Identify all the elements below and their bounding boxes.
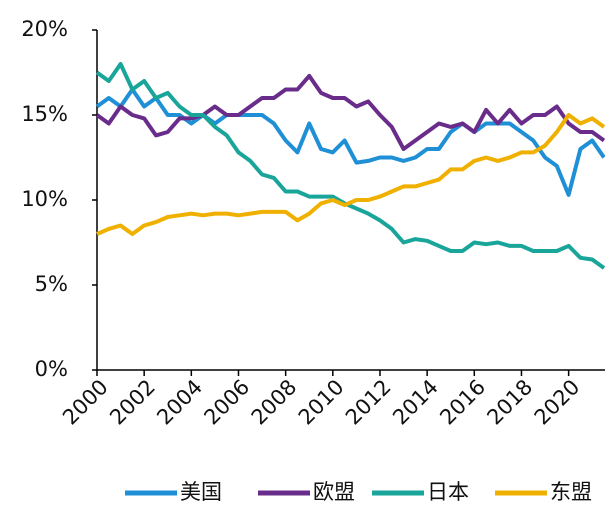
y-tick-label: 20% xyxy=(21,17,68,41)
y-tick-label: 0% xyxy=(35,357,68,381)
series-line xyxy=(96,113,605,236)
series-line xyxy=(95,87,605,197)
x-tick-label: 2010 xyxy=(294,375,349,430)
x-tick-label: 2004 xyxy=(152,375,207,430)
x-tick-label: 2014 xyxy=(388,375,443,430)
x-tick-label: 2016 xyxy=(435,375,490,430)
y-tick-label: 5% xyxy=(35,272,68,296)
legend-label: 美国 xyxy=(180,480,222,504)
x-tick-label: 2012 xyxy=(341,375,396,430)
x-tick-label: 2018 xyxy=(482,375,537,430)
x-tick-label: 2020 xyxy=(530,375,585,430)
x-tick-label: 2002 xyxy=(105,375,160,430)
y-tick-label: 15% xyxy=(21,102,68,126)
x-tick-label: 2006 xyxy=(199,375,254,430)
x-tick-label: 2000 xyxy=(58,375,113,430)
x-tick-label: 2008 xyxy=(247,375,302,430)
legend-label: 日本 xyxy=(427,480,469,504)
legend-label: 东盟 xyxy=(550,480,592,504)
legend-label: 欧盟 xyxy=(313,480,355,504)
series-line xyxy=(95,73,605,151)
series-line xyxy=(95,62,605,270)
y-tick-label: 10% xyxy=(21,187,68,211)
